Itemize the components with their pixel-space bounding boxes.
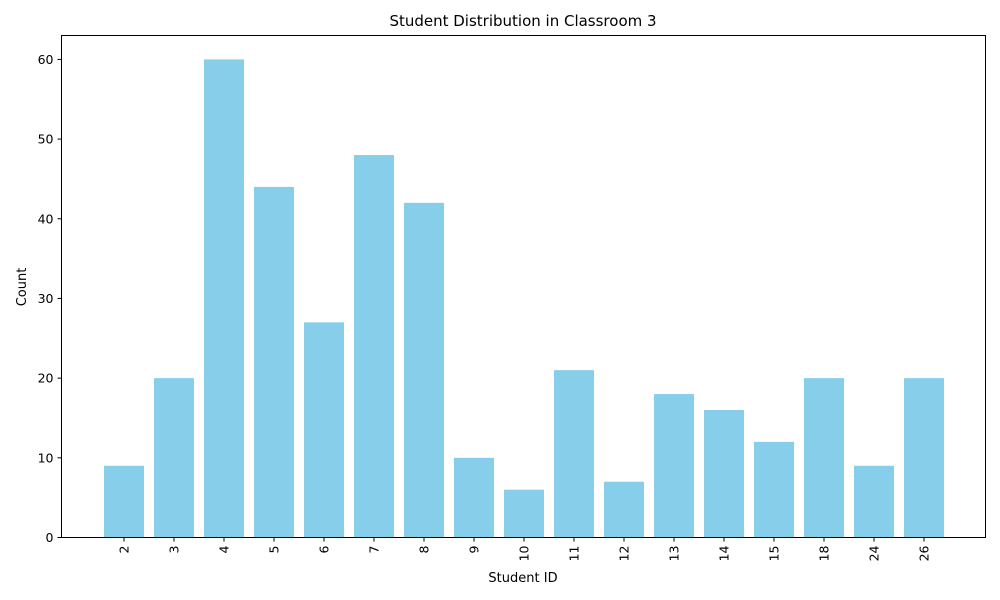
bar-13 (654, 394, 694, 538)
x-tick-label-6: 6 (317, 545, 332, 553)
bar-6 (304, 322, 344, 538)
x-tick-label-26: 26 (917, 545, 932, 561)
y-tick-label-60: 60 (38, 52, 54, 67)
x-tick-label-11: 11 (567, 546, 582, 562)
bar-5 (254, 186, 294, 538)
x-tick-label-8: 8 (417, 545, 432, 553)
x-tick-label-24: 24 (867, 545, 882, 561)
x-tick-label-15: 15 (767, 546, 782, 562)
bar-15 (754, 441, 794, 538)
x-tick-label-2: 2 (117, 546, 132, 554)
bar-2 (104, 465, 144, 538)
x-tick-label-5: 5 (267, 546, 282, 554)
y-ticks-group: 0 10 20 30 40 50 60 (38, 52, 62, 545)
y-tick-label-40: 40 (38, 211, 54, 226)
x-tick-label-14: 14 (717, 545, 732, 561)
bar-8 (404, 202, 444, 538)
y-tick-label-50: 50 (38, 132, 54, 147)
y-tick-label-20: 20 (38, 371, 54, 386)
x-tick-label-18: 18 (817, 545, 832, 561)
x-tick-label-9: 9 (467, 545, 482, 553)
bar-14 (704, 410, 744, 538)
x-tick-label-7: 7 (367, 546, 382, 554)
bar-10 (504, 489, 544, 538)
bar-9 (454, 457, 494, 538)
plot-frame (61, 35, 986, 538)
x-tick-label-4: 4 (217, 545, 232, 553)
bar-11 (554, 370, 594, 538)
bar-26 (904, 378, 944, 538)
x-tick-label-13: 13 (667, 546, 682, 562)
x-tick-label-3: 3 (167, 546, 182, 554)
x-ticks-group: 2 3 4 5 6 7 8 9 10 11 12 13 14 15 18 24 26 (117, 537, 932, 562)
bar-7 (354, 155, 394, 538)
y-tick-label-0: 0 (46, 530, 54, 545)
bar-24 (854, 465, 894, 538)
bars-group (104, 59, 944, 538)
bar-18 (804, 378, 844, 538)
y-tick-label-10: 10 (38, 450, 54, 465)
bar-12 (604, 481, 644, 538)
bar-4 (204, 59, 244, 538)
y-tick-label-30: 30 (38, 291, 54, 306)
x-tick-label-10: 10 (517, 545, 532, 561)
y-axis-label: Count (15, 268, 30, 307)
x-tick-label-12: 12 (617, 546, 632, 562)
chart-title: Student Distribution in Classroom 3 (389, 12, 656, 30)
x-axis-label: Student ID (488, 571, 557, 586)
bar-3 (154, 378, 194, 538)
